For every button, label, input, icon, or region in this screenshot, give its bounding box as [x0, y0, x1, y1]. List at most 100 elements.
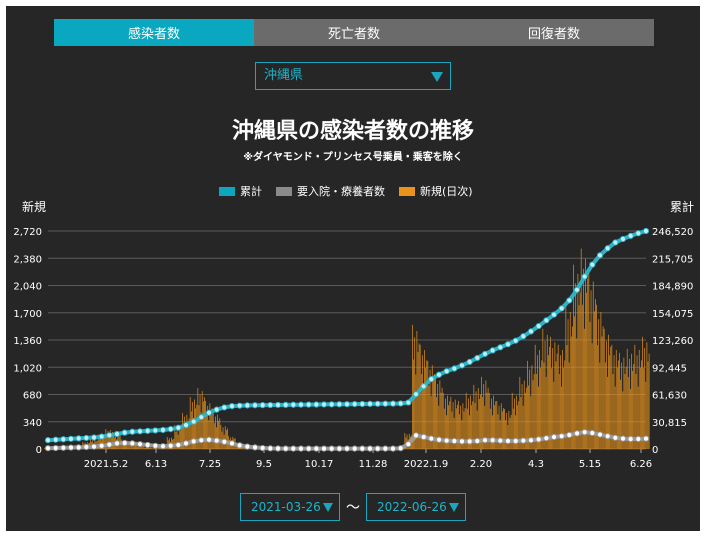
daily-new-bar [211, 408, 213, 449]
cumulative-point [198, 414, 205, 421]
hospitalized-point [642, 435, 650, 442]
hospitalized-point [175, 441, 182, 449]
hospitalized-point [420, 433, 427, 441]
daily-new-bar [447, 395, 448, 449]
daily-new-bar [139, 447, 141, 449]
legend-item-daily-new[interactable]: 新規(日次) [399, 183, 473, 199]
daily-new-bar [622, 391, 624, 449]
daily-new-bar [184, 416, 186, 449]
cumulative-point [336, 401, 343, 408]
hospitalized-point [596, 431, 604, 438]
tab-recoveries[interactable]: 回復者数 [454, 19, 654, 46]
daily-new-bar [112, 431, 113, 449]
daily-new-bar [579, 292, 581, 449]
end-date-select[interactable]: 2022-06-26 [366, 493, 466, 521]
daily-new-bar [610, 346, 612, 449]
legend-label-hospitalized: 要入院・療養者数 [297, 185, 385, 198]
daily-new-bar [90, 439, 91, 449]
daily-new-bar [220, 424, 222, 449]
cumulative-point [543, 317, 550, 324]
prefecture-select[interactable]: 沖縄県 [255, 62, 451, 90]
daily-new-bar [207, 405, 209, 449]
hospitalized-point [343, 445, 351, 452]
hospitalized-point [75, 444, 82, 451]
tab-infections[interactable]: 感染者数 [54, 19, 254, 46]
cumulative-point [435, 371, 443, 378]
daily-new-bar [607, 376, 608, 449]
hospitalized-point [228, 440, 236, 447]
hospitalized-point [351, 445, 358, 452]
daily-new-bar [213, 423, 215, 449]
cumulative-point [282, 401, 289, 408]
cumulative-point [152, 427, 159, 434]
daily-new-bar [432, 380, 434, 449]
x-tick-label: 6.13 [145, 459, 167, 470]
start-date-select[interactable]: 2021-03-26 [240, 493, 340, 521]
y-right-tick-label: 30,815 [652, 418, 687, 429]
chart-panel: 感染者数 死亡者数 回復者数 沖縄県 沖縄県の感染者数の推移 ※ダイヤモンド・プ… [6, 6, 700, 531]
hospitalized-point [520, 437, 527, 444]
daily-new-bar [648, 353, 650, 449]
daily-new-bar [137, 446, 138, 449]
daily-new-bar [450, 396, 452, 449]
cumulative-point [489, 347, 496, 354]
daily-new-bar [193, 417, 194, 449]
daily-new-bar [503, 408, 504, 449]
legend-item-cumulative[interactable]: 累計 [219, 183, 262, 199]
daily-new-bar [588, 272, 590, 449]
cumulative-point [328, 401, 335, 408]
cumulative-point [121, 429, 128, 436]
range-separator: 〜 [346, 500, 360, 516]
daily-new-bar [109, 429, 111, 449]
daily-new-bar [562, 350, 563, 449]
daily-new-bar [527, 360, 528, 449]
daily-new-bar [218, 420, 220, 449]
daily-new-bar [106, 434, 108, 449]
hospitalized-point [612, 434, 619, 441]
hospitalized-point [604, 433, 611, 440]
daily-new-bar [500, 403, 502, 449]
daily-new-bar [578, 305, 580, 449]
daily-new-bar [153, 448, 155, 449]
daily-new-bar [623, 357, 625, 449]
daily-new-bar [183, 423, 184, 449]
daily-new-bar [98, 438, 100, 449]
hospitalized-point [83, 443, 90, 451]
y-left-tick-label: 1,360 [13, 336, 42, 347]
daily-new-bar [431, 365, 433, 449]
daily-new-bar [452, 402, 454, 449]
legend-item-hospitalized[interactable]: 要入院・療養者数 [276, 183, 385, 199]
cumulative-point [504, 341, 512, 348]
legend-label-cumulative: 累計 [240, 185, 262, 198]
daily-new-bar [182, 412, 183, 449]
daily-new-bar [511, 392, 513, 449]
cumulative-point [274, 401, 282, 409]
daily-new-bar [520, 397, 522, 449]
tab-deaths[interactable]: 死亡者数 [254, 19, 454, 46]
hospitalized-point [221, 438, 228, 445]
hospitalized-point [451, 437, 458, 445]
daily-new-bar [630, 388, 631, 449]
daily-new-bar [457, 404, 458, 449]
cumulative-point [573, 286, 581, 293]
daily-new-bar [416, 330, 418, 449]
daily-new-bar [587, 278, 589, 449]
hospitalized-point [267, 445, 274, 452]
hospitalized-point [489, 437, 496, 444]
daily-new-bar [516, 395, 517, 449]
daily-new-bar [439, 380, 441, 449]
daily-new-bar [618, 360, 619, 449]
daily-new-bar [531, 365, 533, 449]
cumulative-point [581, 273, 588, 280]
daily-new-bar [558, 373, 560, 449]
cumulative-point [420, 383, 427, 390]
cumulative-point [144, 427, 151, 434]
daily-new-bar [577, 273, 579, 449]
daily-new-bar [121, 442, 123, 449]
cumulative-point [213, 406, 220, 413]
daily-new-bar [217, 414, 218, 449]
cumulative-point [67, 435, 75, 442]
daily-new-bar [493, 395, 494, 449]
daily-new-bar [473, 384, 475, 449]
daily-new-bar [422, 355, 423, 449]
